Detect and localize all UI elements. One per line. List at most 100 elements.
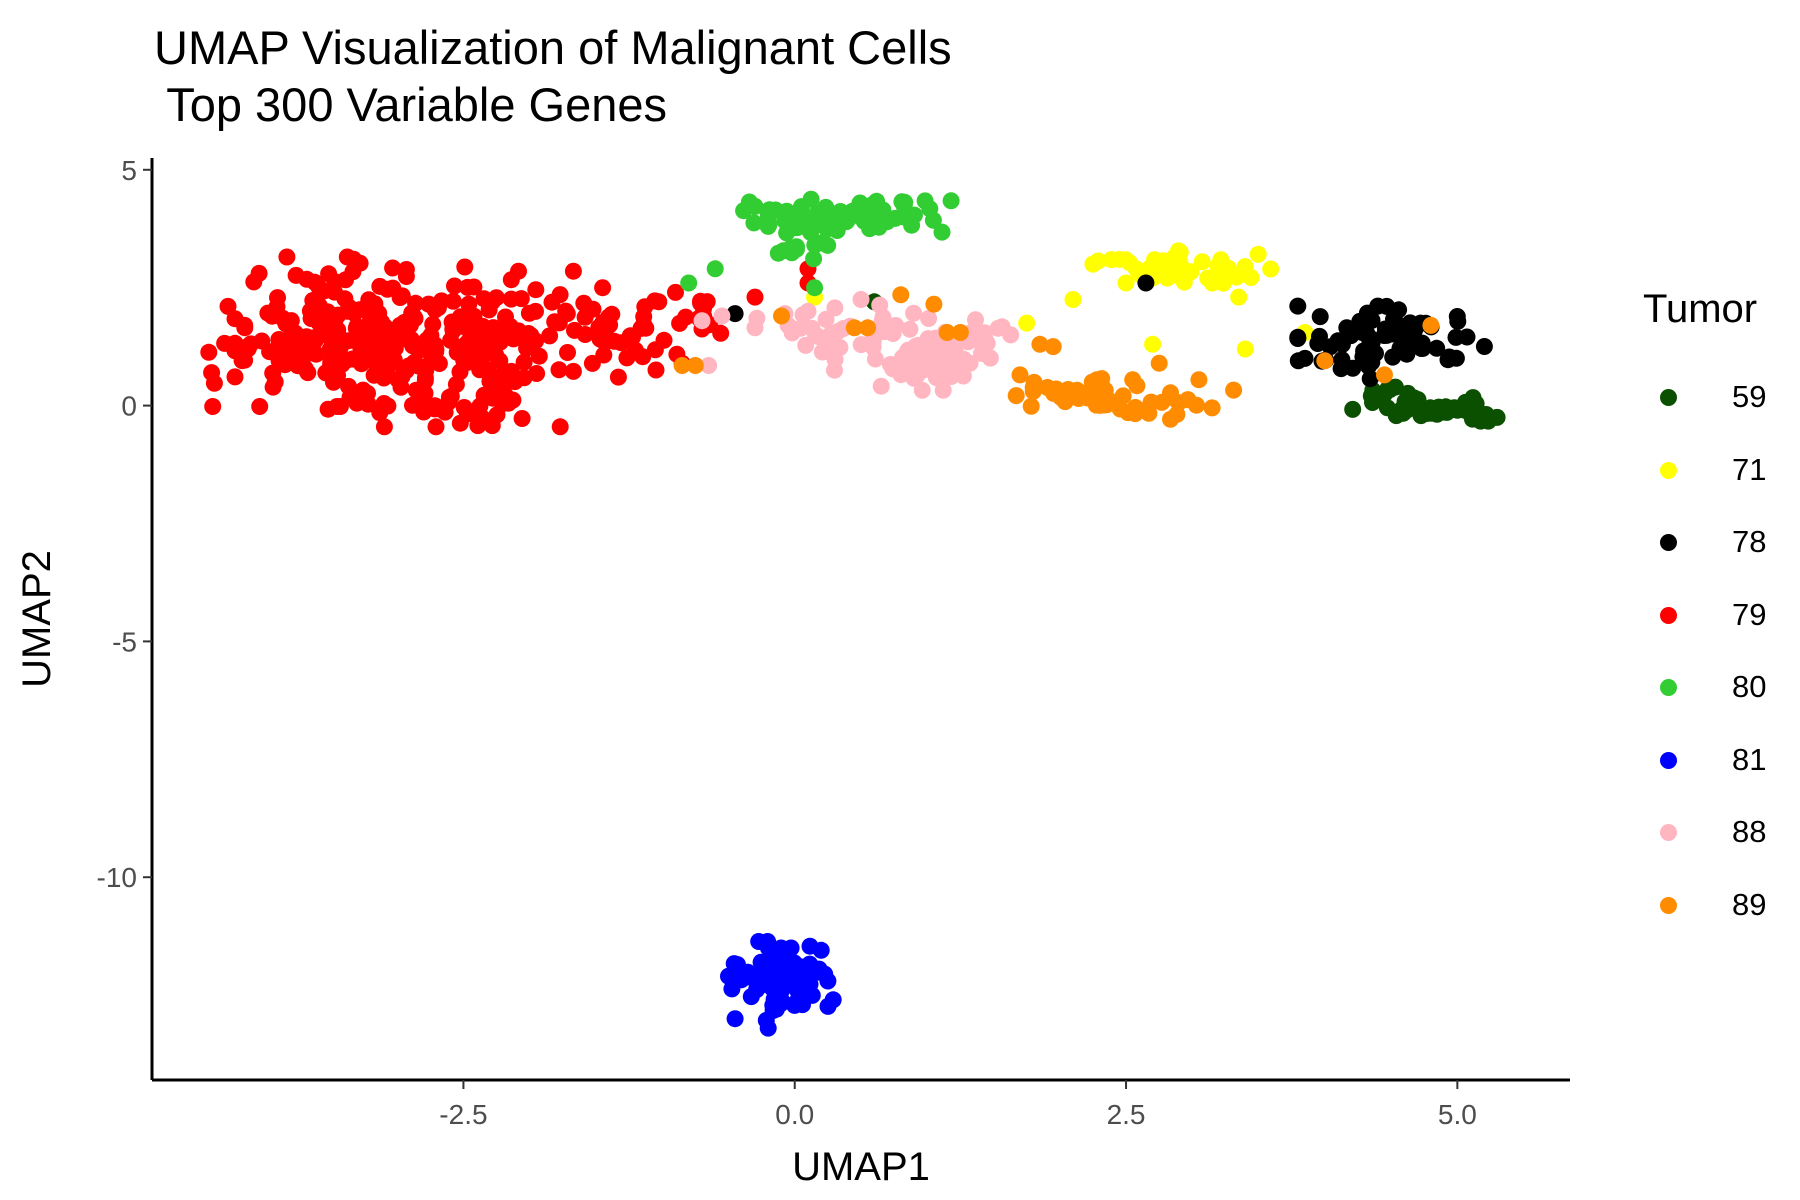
data-point-tumor-81 <box>759 1019 777 1037</box>
legend-label: 89 <box>1732 886 1767 922</box>
data-point-tumor-79 <box>263 307 281 325</box>
legend-swatch <box>1660 751 1677 769</box>
series-88 <box>693 291 1020 399</box>
data-point-tumor-79 <box>459 278 477 296</box>
y-tick-label: 0 <box>121 391 137 422</box>
data-point-tumor-81 <box>794 996 811 1014</box>
data-point-tumor-88 <box>942 368 960 385</box>
data-point-tumor-79 <box>576 326 594 343</box>
data-point-tumor-81 <box>819 972 837 990</box>
data-point-tumor-89 <box>1031 335 1049 353</box>
legend-swatch <box>1660 389 1677 406</box>
data-point-tumor-79 <box>392 378 410 396</box>
data-point-tumor-79 <box>444 320 462 338</box>
data-point-tumor-79 <box>278 248 296 266</box>
data-point-tumor-80 <box>785 219 803 236</box>
data-point-tumor-88 <box>884 325 902 342</box>
series-78 <box>726 274 1493 388</box>
data-point-tumor-88 <box>919 330 937 348</box>
data-point-tumor-71 <box>1175 273 1193 291</box>
data-point-tumor-88 <box>920 310 938 327</box>
data-point-tumor-80 <box>745 214 763 232</box>
legend-label: 79 <box>1732 596 1767 632</box>
data-point-tumor-79 <box>528 365 546 382</box>
data-point-tumor-79 <box>373 362 391 380</box>
data-point-tumor-59 <box>1386 378 1404 396</box>
data-point-tumor-71 <box>1064 291 1082 308</box>
data-point-tumor-78 <box>1361 370 1379 388</box>
y-tick-label: -10 <box>97 862 137 893</box>
data-point-tumor-79 <box>204 398 222 415</box>
data-point-tumor-81 <box>720 967 737 985</box>
data-point-tumor-88 <box>967 311 984 329</box>
data-point-tumor-71 <box>1215 265 1233 282</box>
data-point-tumor-81 <box>772 939 790 957</box>
data-point-tumor-78 <box>1412 340 1430 357</box>
legend-label: 71 <box>1732 451 1767 487</box>
data-point-tumor-79 <box>550 361 568 379</box>
data-point-tumor-78 <box>1385 310 1402 328</box>
data-point-tumor-78 <box>1333 351 1351 369</box>
data-point-tumor-79 <box>427 340 445 358</box>
series-79 <box>200 248 817 436</box>
legend-swatch <box>1660 534 1677 551</box>
data-point-tumor-78 <box>1475 338 1493 355</box>
data-point-tumor-79 <box>520 304 538 322</box>
data-point-tumor-88 <box>864 338 882 356</box>
data-point-tumor-88 <box>937 352 955 370</box>
data-point-tumor-79 <box>512 290 530 308</box>
data-point-tumor-71 <box>1236 258 1254 276</box>
data-point-tumor-89 <box>1188 396 1205 414</box>
data-point-tumor-79 <box>460 353 478 371</box>
data-point-tumor-88 <box>901 320 919 338</box>
data-point-tumor-89 <box>1124 371 1142 389</box>
data-point-tumor-79 <box>446 277 463 295</box>
data-point-tumor-79 <box>310 297 328 315</box>
data-point-tumor-79 <box>233 352 251 370</box>
data-point-tumor-81 <box>773 992 791 1010</box>
data-point-tumor-89 <box>1225 381 1243 399</box>
data-point-tumor-79 <box>465 307 483 325</box>
data-point-tumor-80 <box>819 236 837 254</box>
data-point-tumor-88 <box>906 350 924 368</box>
data-point-tumor-78 <box>1358 325 1376 343</box>
data-point-tumor-80 <box>893 193 911 211</box>
data-point-tumor-79 <box>406 354 424 372</box>
data-point-tumor-89 <box>773 307 790 325</box>
data-point-tumor-79 <box>489 375 507 392</box>
data-point-tumor-80 <box>800 216 818 234</box>
points-layer <box>200 190 1506 1037</box>
data-point-tumor-79 <box>384 259 402 277</box>
data-point-tumor-88 <box>884 360 902 378</box>
data-point-tumor-79 <box>559 344 576 361</box>
y-axis-title: UMAP2 <box>15 550 59 688</box>
data-point-tumor-78 <box>1355 342 1373 360</box>
data-point-tumor-89 <box>1190 371 1208 389</box>
series-71 <box>806 242 1314 358</box>
data-point-tumor-79 <box>655 331 673 349</box>
data-point-tumor-79 <box>486 320 504 338</box>
data-point-tumor-79 <box>667 283 684 301</box>
data-point-tumor-79 <box>475 386 493 404</box>
legend-swatch <box>1660 606 1677 624</box>
data-point-tumor-79 <box>219 297 237 315</box>
data-point-tumor-88 <box>852 291 870 308</box>
legend-label: 81 <box>1732 741 1767 777</box>
data-point-tumor-89 <box>1022 397 1040 415</box>
data-point-tumor-80 <box>933 223 951 241</box>
data-point-tumor-79 <box>402 330 420 348</box>
data-point-tumor-88 <box>817 310 835 328</box>
data-point-tumor-79 <box>404 396 421 414</box>
data-point-tumor-80 <box>886 209 904 227</box>
data-point-tumor-79 <box>527 281 545 299</box>
data-point-tumor-79 <box>375 395 393 412</box>
data-point-tumor-79 <box>203 364 221 382</box>
data-point-tumor-89 <box>1124 401 1142 419</box>
data-point-tumor-71 <box>1084 255 1102 273</box>
data-point-tumor-71 <box>1144 335 1162 353</box>
data-point-tumor-79 <box>362 334 380 352</box>
legend-item-78: 78 <box>1660 522 1800 562</box>
data-point-tumor-79 <box>371 321 389 339</box>
data-point-tumor-89 <box>925 295 943 313</box>
